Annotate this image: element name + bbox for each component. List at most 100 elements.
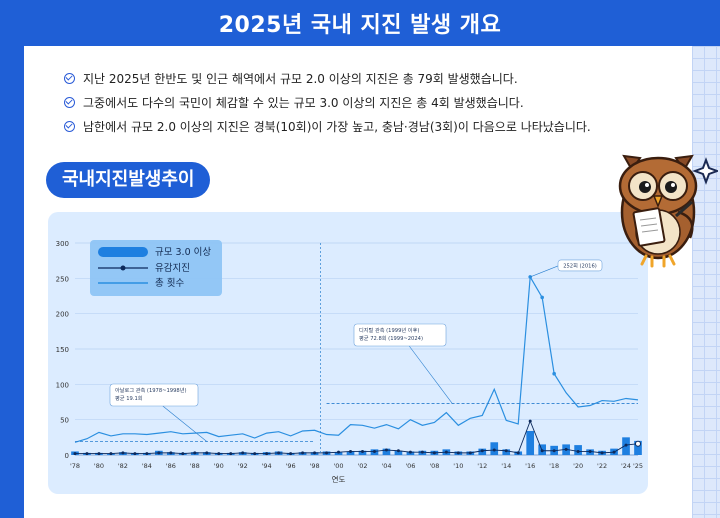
felt-point	[564, 447, 568, 451]
y-tick-label: 250	[56, 275, 69, 283]
felt-point-latest	[635, 440, 641, 447]
annotation-digital-text: 디지털 관측 (1999년 이후)	[359, 326, 419, 334]
felt-point	[432, 451, 436, 455]
felt-point	[85, 452, 89, 456]
x-tick-label: '24	[621, 462, 631, 470]
x-tick-label: '10	[453, 462, 463, 470]
felt-point	[205, 451, 209, 455]
felt-point	[169, 451, 173, 455]
annotation-digital-box	[353, 323, 447, 347]
felt-point	[384, 448, 388, 452]
x-tick-label: '18	[549, 462, 559, 470]
felt-point	[552, 449, 556, 453]
header-bar: 2025년 국내 지진 발생 개요	[0, 0, 720, 46]
felt-point	[408, 450, 412, 454]
felt-point	[325, 451, 329, 455]
felt-point	[289, 452, 293, 456]
x-tick-label: '80	[94, 462, 104, 470]
felt-point	[157, 451, 161, 455]
felt-point	[133, 452, 137, 456]
felt-point	[109, 452, 113, 456]
x-tick-label: '84	[142, 462, 152, 470]
felt-point	[241, 451, 245, 455]
legend-label: 규모 3.0 이상	[155, 247, 211, 258]
bar	[382, 448, 391, 455]
felt-point	[181, 452, 185, 456]
summary-item: 남한에서 규모 2.0 이상의 지진은 경북(10회)이 가장 높고, 충남·경…	[64, 114, 664, 138]
x-axis-label: 연도	[332, 475, 346, 484]
x-tick-label: '16	[525, 462, 535, 470]
x-tick-label: '04	[381, 462, 391, 470]
x-tick-label: '22	[597, 462, 607, 470]
felt-point	[265, 452, 269, 456]
owl-mascot-icon	[618, 154, 718, 268]
y-tick-label: 150	[56, 346, 69, 354]
summary-item: 지난 2025년 한반도 및 인근 해역에서 규모 2.0 이상의 지진은 총 …	[64, 66, 664, 90]
earthquake-trend-chart: 0 50 100 150 200 250 300 '78 '80 '82 '84 '86 '88 '90 '…	[56, 240, 643, 484]
x-tick-label: '78	[70, 462, 80, 470]
felt-point	[444, 450, 448, 454]
x-tick-label: '06	[405, 462, 415, 470]
felt-point	[456, 451, 460, 455]
legend-swatch-felt-point	[120, 265, 126, 271]
felt-point	[229, 452, 233, 456]
annotation-digital-text: 평균 72.8회 (1999~2024)	[359, 334, 423, 342]
x-tick-label: '02	[357, 462, 367, 470]
felt-point	[576, 449, 580, 453]
check-circle-icon	[64, 72, 75, 84]
felt-point	[360, 449, 364, 453]
felt-point	[349, 449, 353, 453]
annotation-analog-box	[109, 383, 199, 407]
check-circle-icon	[64, 120, 75, 132]
y-tick-label: 300	[56, 240, 69, 248]
section-title: 국내지진발생추이	[46, 162, 211, 198]
bar	[634, 440, 642, 455]
total-point	[552, 371, 556, 376]
annotation-peak-text: 252회 (2016)	[563, 261, 597, 269]
felt-point	[612, 450, 616, 454]
summary-text: 남한에서 규모 2.0 이상의 지진은 경북(10회)이 가장 높고, 충남·경…	[83, 119, 591, 134]
summary-list: 지난 2025년 한반도 및 인근 해역에서 규모 2.0 이상의 지진은 총 …	[64, 66, 664, 138]
legend-swatch-bar	[98, 247, 148, 257]
chart-container: 0 50 100 150 200 250 300 '78 '80 '82 '84 '86 '88 '90 '…	[48, 212, 648, 494]
felt-point	[420, 450, 424, 454]
felt-point	[337, 450, 341, 454]
x-tick-label: '92	[238, 462, 248, 470]
y-tick-label: 50	[60, 417, 69, 425]
annotation-peak-box	[557, 259, 603, 272]
felt-point	[468, 451, 472, 455]
felt-point	[121, 451, 125, 455]
bar	[394, 450, 403, 455]
x-tick-label: '88	[190, 462, 200, 470]
felt-point	[193, 451, 197, 455]
page-title: 2025년 국내 지진 발생 개요	[218, 13, 502, 38]
total-line	[74, 274, 639, 443]
legend-label: 총 횟수	[155, 277, 184, 289]
grid-decoration	[692, 46, 720, 518]
annotation-peak-leader	[530, 265, 559, 278]
felt-point	[624, 443, 628, 447]
felt-point	[540, 449, 544, 453]
y-tick-label: 0	[65, 452, 69, 460]
x-tick-label: '14	[501, 462, 511, 470]
legend-label: 유감지진	[155, 262, 190, 274]
felt-point	[588, 449, 592, 453]
x-tick-label: '96	[286, 462, 296, 470]
bar	[526, 430, 535, 455]
summary-text: 지난 2025년 한반도 및 인근 해역에서 규모 2.0 이상의 지진은 총 …	[83, 71, 518, 86]
annotation-analog-text: 평균 19.1회	[115, 394, 143, 402]
y-tick-label: 200	[56, 311, 69, 319]
annotation-analog-text: 아날로그 관측 (1978~1998년)	[115, 386, 187, 394]
annotation-digital-leader	[408, 345, 453, 404]
felt-point	[301, 451, 305, 455]
summary-item: 그중에서도 다수의 국민이 체감할 수 있는 규모 3.0 이상의 지진은 총 …	[64, 90, 664, 114]
y-tick-label: 100	[56, 381, 69, 389]
x-tick-label: '25	[633, 462, 643, 470]
total-point	[540, 295, 544, 300]
bar	[346, 451, 355, 455]
felt-point	[504, 449, 508, 453]
x-tick-label: '82	[118, 462, 128, 470]
felt-point	[516, 451, 520, 455]
annotation-analog-leader	[162, 405, 207, 442]
